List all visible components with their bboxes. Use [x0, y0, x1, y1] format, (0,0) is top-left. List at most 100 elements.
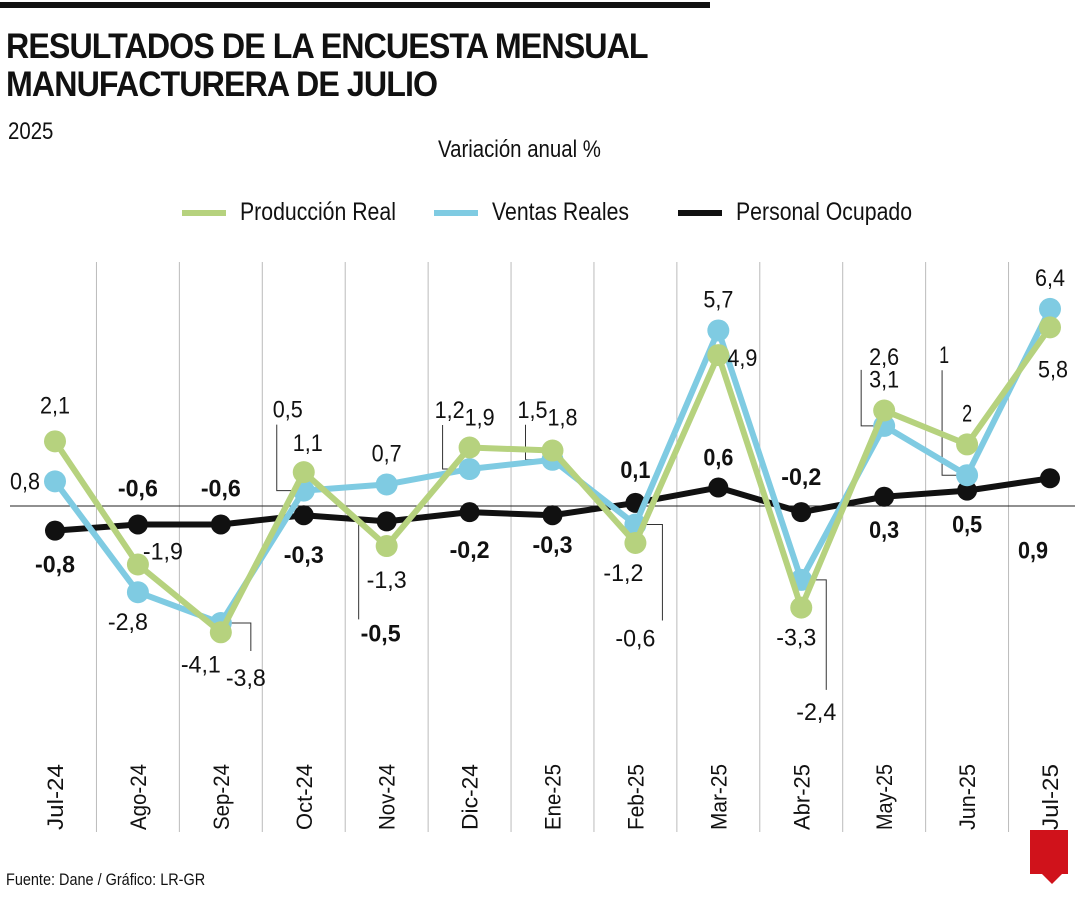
legend-swatch — [434, 209, 478, 216]
chart-subtitle: 2025 — [8, 118, 54, 145]
data-point — [292, 461, 315, 484]
data-label: -0,2 — [450, 537, 490, 564]
x-tick-label: Nov-24 — [375, 764, 400, 830]
data-point — [708, 477, 729, 498]
data-point — [376, 511, 397, 532]
data-point — [126, 581, 149, 604]
data-point — [44, 430, 66, 453]
data-label: -2,4 — [796, 699, 836, 726]
x-tick-label: Feb-25 — [623, 764, 648, 830]
data-label: 1 — [939, 342, 949, 369]
x-tick-label: Ago-24 — [126, 764, 151, 830]
x-tick-label: Mar-25 — [706, 764, 731, 830]
data-point — [791, 502, 812, 523]
title-line-2: MANUFACTURERA DE JULIO — [6, 65, 438, 104]
data-label: 0,5 — [273, 397, 303, 424]
top-rule — [0, 2, 710, 8]
data-point — [541, 439, 564, 462]
data-label: 0,7 — [372, 440, 402, 467]
legend-swatch — [182, 209, 226, 216]
data-point — [1040, 468, 1060, 489]
x-tick-label: Oct-24 — [292, 764, 317, 830]
data-label: -3,3 — [776, 625, 816, 652]
x-tick-label: Jul-24 — [43, 764, 68, 830]
x-tick-label: May-25 — [872, 764, 897, 830]
data-label: -0,2 — [781, 464, 821, 491]
data-label: 2 — [962, 400, 972, 427]
data-label: -0,8 — [35, 552, 75, 579]
data-label: 0,9 — [1018, 537, 1048, 564]
y-axis-label: Variación anual % — [438, 136, 601, 163]
data-label: -2,8 — [108, 609, 148, 636]
legend-label: Ventas Reales — [492, 198, 630, 226]
x-tick-label: Dic-24 — [458, 764, 483, 830]
data-label: -1,3 — [367, 567, 407, 594]
legend-item-personal: Personal Ocupado — [678, 198, 943, 227]
data-label: 6,4 — [1035, 265, 1065, 292]
source-note: Fuente: Dane / Gráfico: LR-GR — [6, 870, 206, 889]
data-label: 2,1 — [40, 392, 70, 419]
x-tick-label: Abr-25 — [789, 764, 814, 830]
data-label: -0,5 — [361, 620, 401, 647]
data-label: 0,5 — [952, 512, 982, 539]
data-point — [45, 520, 65, 541]
data-label: -3,8 — [226, 665, 266, 692]
data-label: 4,9 — [727, 345, 757, 372]
data-point — [127, 514, 148, 535]
legend-swatch — [678, 209, 722, 216]
title-line-1: RESULTADOS DE LA ENCUESTA MENSUAL — [6, 27, 649, 66]
x-tick-label: Ene-25 — [541, 764, 566, 830]
data-point — [956, 433, 979, 456]
data-label: -0,6 — [118, 475, 158, 502]
data-label: 1,5 — [518, 397, 548, 424]
data-label: -4,1 — [181, 651, 221, 678]
data-label: 5,7 — [703, 286, 733, 313]
data-point — [126, 553, 149, 576]
x-tick-label: Jul-25 — [1038, 764, 1063, 830]
data-label: 1,8 — [548, 405, 578, 432]
data-point — [459, 502, 480, 523]
data-point — [44, 470, 66, 493]
data-label: -1,2 — [603, 560, 643, 587]
data-point — [790, 596, 813, 619]
data-label: -1,9 — [143, 539, 183, 566]
data-point — [707, 319, 730, 342]
data-label: 5,8 — [1038, 356, 1068, 383]
data-point — [1039, 297, 1061, 320]
data-point — [542, 505, 563, 526]
data-label: 0,3 — [869, 517, 899, 544]
data-label: 3,1 — [869, 367, 899, 394]
data-point — [873, 399, 896, 422]
x-tick-label: Jun-25 — [955, 764, 980, 830]
data-label: -0,3 — [533, 532, 573, 559]
data-label: 0,8 — [10, 468, 40, 495]
data-point — [874, 486, 895, 507]
data-label: 1,1 — [293, 430, 323, 457]
data-point — [293, 505, 314, 526]
chart-title: RESULTADOS DE LA ENCUESTA MENSUAL MANUFA… — [6, 27, 649, 104]
data-point — [1039, 316, 1061, 339]
data-point — [707, 344, 730, 367]
data-point — [956, 464, 979, 487]
data-point — [458, 436, 481, 459]
data-point — [624, 531, 647, 554]
data-point — [210, 514, 231, 535]
data-label: -0,6 — [201, 475, 241, 502]
data-label: -0,3 — [284, 542, 324, 569]
lr-logo — [1030, 830, 1068, 884]
legend-item-ventas: Ventas Reales — [434, 198, 653, 227]
data-label: -0,6 — [615, 625, 655, 652]
data-point — [209, 621, 232, 644]
data-point — [375, 473, 398, 496]
data-label: 1,9 — [465, 404, 495, 431]
legend: Producción Real Ventas Reales Personal O… — [0, 198, 1080, 234]
legend-label: Personal Ocupado — [736, 198, 913, 226]
data-point — [375, 535, 398, 558]
data-label: 1,2 — [435, 397, 465, 424]
data-label: 0,6 — [703, 445, 733, 472]
legend-label: Producción Real — [240, 198, 396, 226]
data-label: 2,6 — [869, 344, 899, 371]
legend-item-produccion: Producción Real — [182, 198, 423, 227]
x-tick-label: Sep-24 — [209, 764, 234, 830]
